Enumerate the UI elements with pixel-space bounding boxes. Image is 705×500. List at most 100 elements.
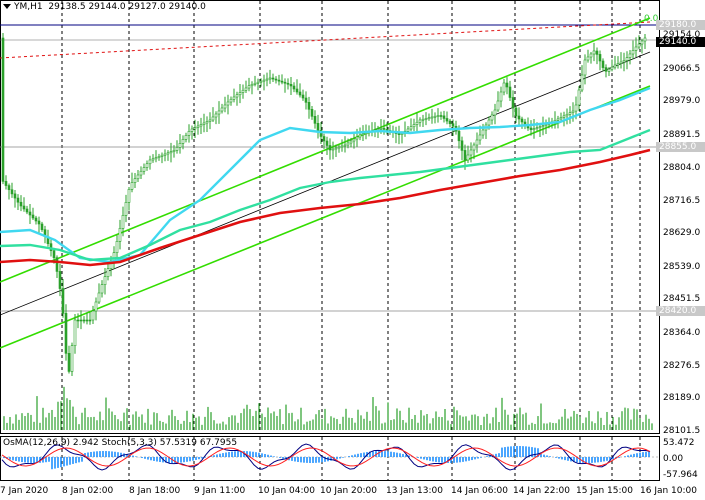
price-tick-label: 28364.0 (663, 328, 701, 338)
candle-body (415, 121, 419, 125)
candle-body (559, 117, 563, 120)
candle-body (271, 77, 275, 80)
candle-body (505, 82, 509, 88)
candle-body (619, 61, 623, 64)
candle-body (565, 113, 569, 117)
candle-body (610, 66, 614, 70)
price-level-label: 29140.0 (656, 37, 705, 47)
candle-body (292, 85, 296, 90)
time-tick-label: 16 Jan 10:00 (640, 486, 697, 496)
candle-body (1, 37, 5, 182)
candle-body (52, 250, 56, 258)
ema-fast-line (0, 86, 651, 264)
candle-body (148, 159, 152, 165)
candle-body (589, 53, 593, 58)
main-frame (0, 0, 660, 434)
candle-body (412, 124, 416, 128)
oscillator-frame (0, 436, 660, 481)
price-tick-label: 28891.5 (663, 130, 701, 140)
candle-body (466, 154, 470, 161)
ema-mid-line (0, 128, 651, 262)
candle-body (502, 82, 506, 93)
candle-body (325, 140, 329, 146)
candle-body (169, 151, 173, 154)
candle-body (511, 97, 515, 109)
candle-body (613, 64, 617, 68)
candle-body (274, 78, 278, 81)
candle-body (205, 121, 209, 124)
time-tick-label: 13 Jan 13:00 (386, 486, 443, 496)
candle-body (88, 319, 92, 322)
candle-body (73, 319, 77, 347)
candle-body (535, 127, 539, 129)
candle-body (199, 124, 203, 127)
candle-body (352, 138, 356, 142)
candle-body (307, 102, 311, 110)
candle-body (520, 118, 524, 123)
oscillator-header: OsMA(12,26,9) 2.942 Stoch(5,3,3) 57.5319… (3, 438, 237, 448)
candle-body (376, 128, 380, 131)
candle-body (334, 147, 338, 150)
candle-body (100, 284, 104, 294)
osma-label: OsMA(12,26,9) 2.942 (3, 438, 99, 448)
candle-body (40, 223, 44, 230)
candle-body (67, 353, 71, 372)
candle-body (430, 116, 434, 119)
candle-body (568, 112, 572, 115)
dropdown-triangle-icon[interactable] (3, 4, 11, 9)
candle-body (208, 119, 212, 122)
channel-zero-label: 0.0 (644, 14, 659, 24)
candle-body (163, 153, 167, 156)
symbol-timeframe: YM,H1 (14, 2, 43, 12)
price-level-label: 29180.0 (656, 20, 705, 30)
candle-body (448, 120, 452, 124)
candle-body (499, 91, 503, 102)
candle-body (460, 140, 464, 151)
candle-body (409, 126, 413, 130)
price-tick-label: 28629.0 (663, 228, 701, 238)
candle-body (22, 205, 26, 210)
candle-body (472, 144, 476, 151)
candle-body (442, 115, 446, 119)
candle-body (298, 91, 302, 96)
candle-body (556, 118, 560, 121)
candle-body (214, 113, 218, 118)
candle-body (193, 127, 197, 130)
price-tick-label: 28101.5 (663, 426, 701, 436)
candle-body (139, 170, 143, 176)
candle-body (94, 301, 98, 312)
candle-body (508, 86, 512, 98)
candle-body (382, 128, 386, 130)
price-tick-label: 28451.5 (663, 294, 701, 304)
candle-body (235, 94, 239, 98)
candle-body (151, 158, 155, 161)
candle-body (157, 156, 161, 158)
candle-body (7, 185, 11, 191)
candle-body (337, 146, 341, 149)
candle-body (316, 123, 320, 131)
candle-body (379, 128, 383, 130)
candle-body (259, 80, 263, 83)
candle-body (76, 319, 80, 322)
candle-body (463, 150, 467, 161)
candle-body (625, 57, 629, 61)
candle-body (124, 202, 128, 216)
stoch-signal-line (1, 447, 651, 467)
candle-body (31, 214, 35, 219)
candle-body (439, 115, 443, 117)
candle-body (277, 79, 281, 82)
candle-body (187, 131, 191, 136)
candle-body (592, 50, 596, 55)
candle-body (319, 130, 323, 137)
candle-body (250, 84, 254, 87)
candle-body (97, 292, 101, 303)
candle-body (145, 163, 149, 168)
candle-body (34, 217, 38, 222)
candle-body (265, 78, 269, 81)
candle-body (82, 319, 86, 322)
candle-body (481, 129, 485, 136)
candle-body (532, 128, 536, 130)
candle-body (595, 50, 599, 55)
